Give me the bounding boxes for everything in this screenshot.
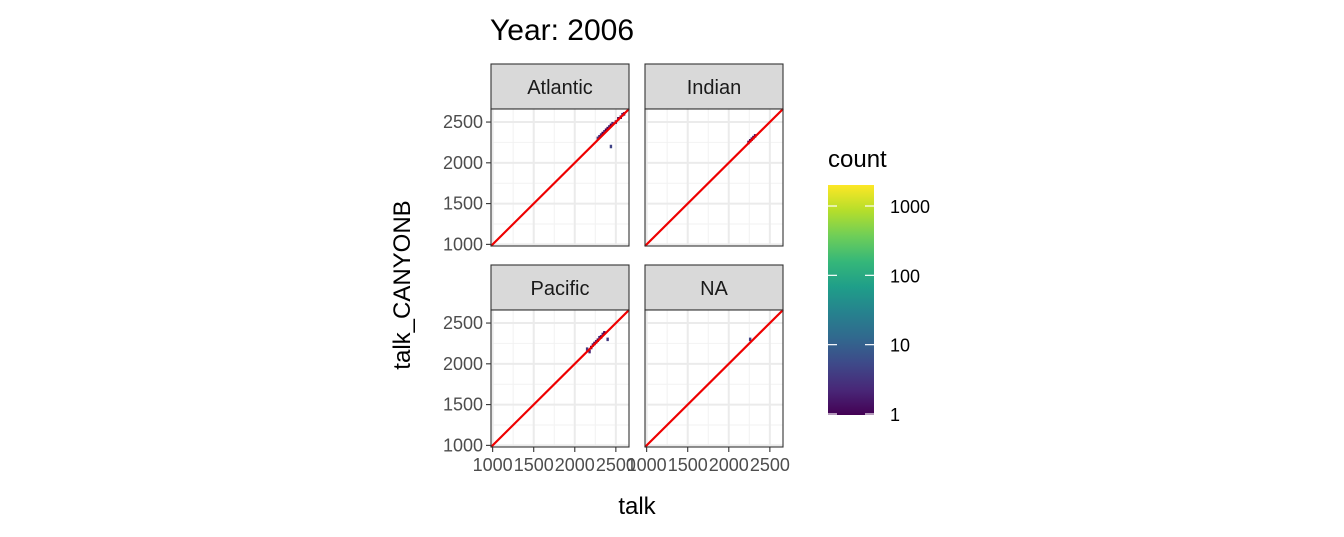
facet-strip — [490, 63, 630, 110]
facet-label: NA — [700, 278, 728, 300]
x-axis-title: talk — [618, 493, 656, 520]
heatmap-bin — [611, 121, 614, 126]
y-tick-label: 2500 — [443, 112, 483, 132]
panel-border — [490, 108, 630, 247]
x-tick-label: 2000 — [709, 455, 749, 475]
legend-label: 1000 — [890, 197, 930, 217]
identity-line — [490, 108, 630, 247]
y-tick-label: 2500 — [443, 313, 483, 333]
panel-atlantic: Atlantic — [490, 63, 630, 247]
facet-label: Pacific — [531, 278, 590, 300]
x-tick-label: 1000 — [473, 455, 513, 475]
heatmap-bin — [585, 347, 589, 351]
x-tick-label: 2500 — [750, 455, 790, 475]
facet-label: Atlantic — [527, 77, 593, 99]
heatmap-bin — [603, 331, 606, 335]
legend-colorbar — [828, 185, 874, 415]
y-tick-label: 2000 — [443, 354, 483, 374]
panel-pacific: Pacific — [490, 264, 630, 448]
x-tick-label: 1500 — [668, 455, 708, 475]
heatmap-bin — [599, 133, 603, 137]
chart-title: Year: 2006 — [490, 14, 634, 47]
x-tick-label: 2500 — [596, 455, 636, 475]
heatmap-bin — [609, 144, 613, 149]
y-tick-label: 1000 — [443, 435, 483, 455]
heatmap-bin — [748, 337, 752, 342]
y-tick-label: 1500 — [443, 194, 483, 214]
facet-strip — [644, 63, 784, 110]
heatmap-bin — [598, 134, 601, 139]
facet-strip — [490, 264, 630, 311]
heatmap-bin — [604, 128, 608, 132]
y-tick-label: 1500 — [443, 395, 483, 415]
heatmap-bin — [606, 337, 609, 342]
legend-title: count — [828, 146, 887, 173]
count-legend: count 1 10 100 1000 — [828, 146, 930, 425]
legend-label: 10 — [890, 336, 910, 356]
identity-line — [644, 108, 784, 247]
y-tick-label: 1000 — [443, 234, 483, 254]
heatmap-bin — [609, 123, 613, 128]
heatmap-bin — [603, 130, 606, 134]
heatmap-bin — [598, 335, 601, 340]
heatmap-bin — [588, 349, 591, 354]
heatmap-bin — [608, 125, 611, 129]
heatmap-bin — [596, 136, 599, 141]
panel-indian: Indian — [644, 63, 784, 247]
heatmap-bin — [606, 126, 609, 131]
facet-strip — [644, 264, 784, 311]
legend-label: 100 — [890, 266, 920, 286]
facet-panels: Atlantic Indian Pacific NA — [490, 63, 784, 448]
identity-line — [644, 309, 784, 448]
panel-border — [644, 108, 784, 247]
panel-border — [644, 309, 784, 448]
facet-label: Indian — [687, 77, 742, 99]
y-axis-title: talk_CANYONB — [389, 200, 416, 369]
panel-border — [490, 309, 630, 448]
panel-na: NA — [644, 264, 784, 448]
y-tick-label: 2000 — [443, 153, 483, 173]
heatmap-bin — [601, 131, 604, 136]
identity-line — [490, 309, 630, 448]
legend-label: 1 — [890, 405, 900, 425]
x-tick-label: 1500 — [514, 455, 554, 475]
x-tick-label: 1000 — [627, 455, 667, 475]
heatmap-bin — [601, 332, 604, 337]
x-tick-label: 2000 — [555, 455, 595, 475]
